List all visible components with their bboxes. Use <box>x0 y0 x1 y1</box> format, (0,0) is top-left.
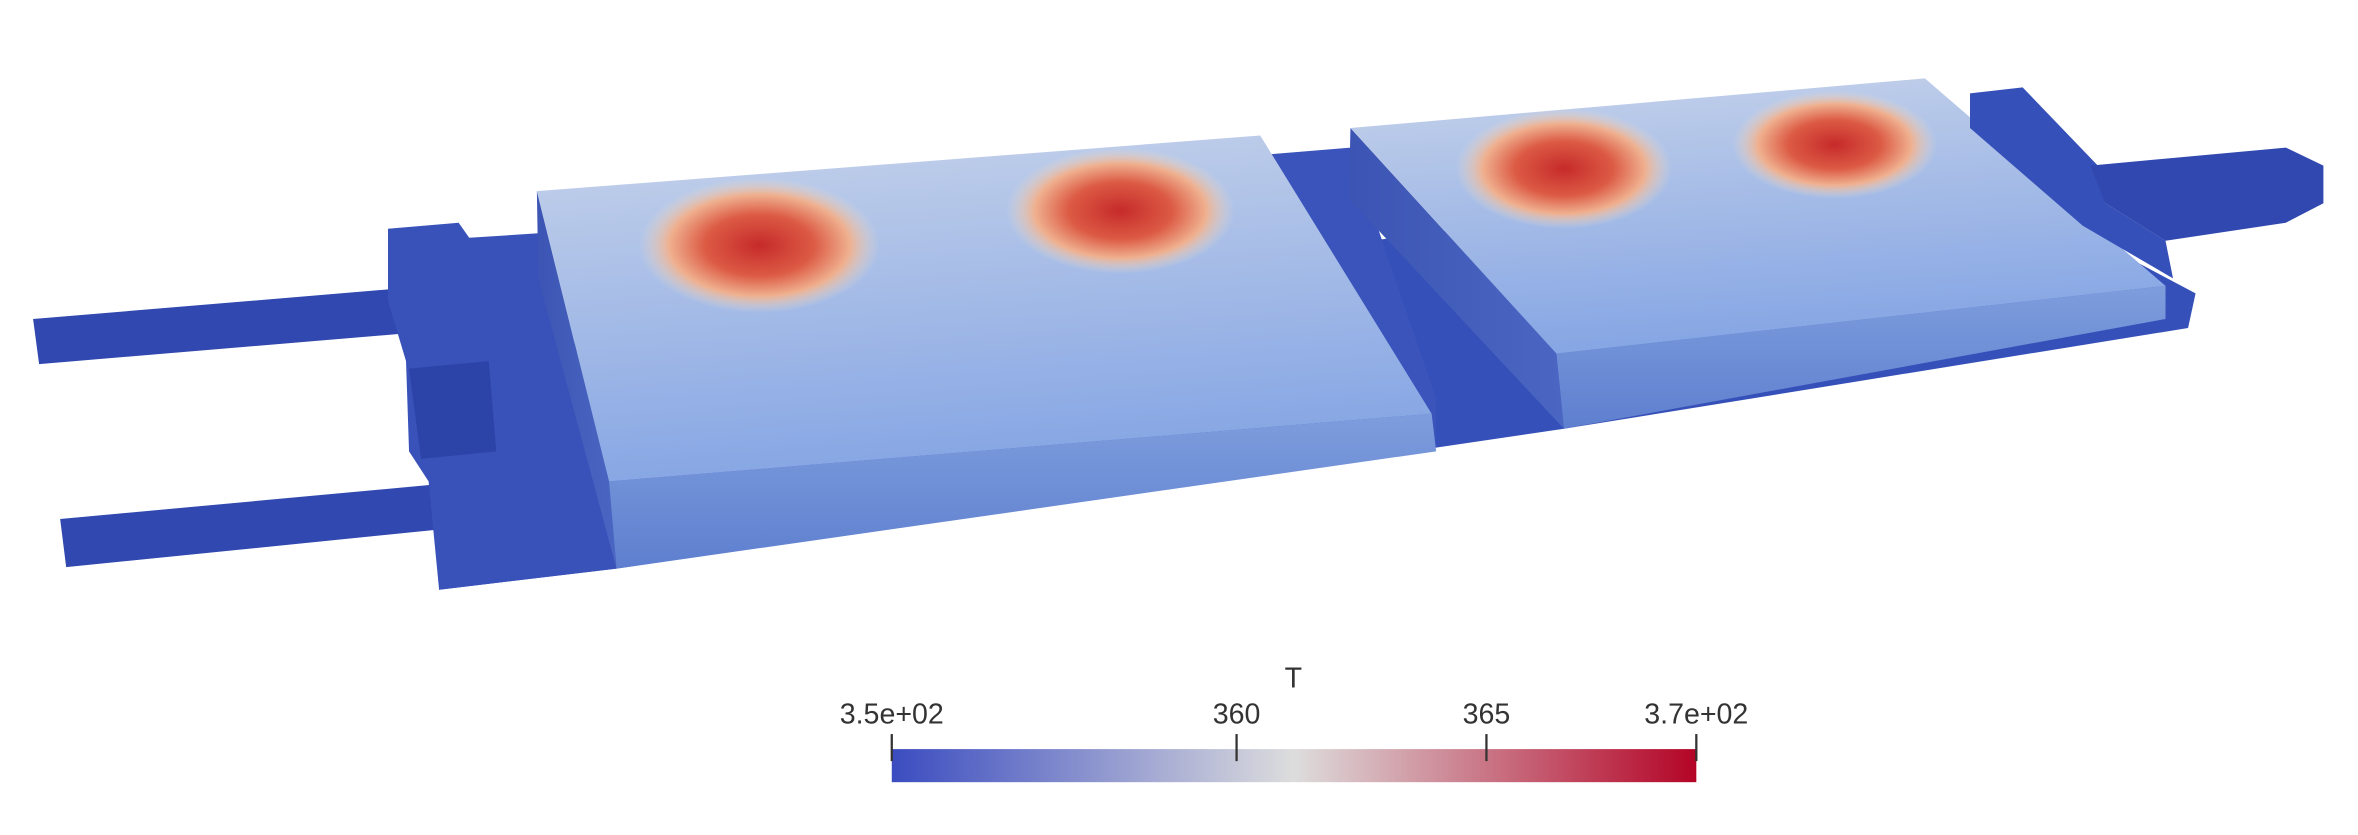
tick-label: 3.7e+02 <box>1644 699 1748 731</box>
manifold <box>387 222 617 590</box>
pipe <box>2090 147 2324 241</box>
tick-label: 3.5e+02 <box>840 699 944 731</box>
plate-front <box>1556 285 2166 429</box>
tick-label: 365 <box>1463 699 1511 731</box>
hot-spot <box>1455 108 1673 229</box>
manifold-face <box>409 361 497 459</box>
plate-side <box>536 191 617 569</box>
plate-front <box>609 413 1437 569</box>
hot-spot <box>639 177 880 313</box>
hot-spot <box>1006 147 1235 274</box>
pipe <box>33 288 399 365</box>
model <box>33 78 2324 590</box>
hot-spot <box>1732 90 1937 199</box>
plate-side <box>1348 128 1564 429</box>
color-bar-title: T <box>1285 662 1302 694</box>
manifold <box>1970 87 2174 279</box>
color-bar: T 3.5e+02 360 365 3.7e+02 <box>840 662 1748 783</box>
pipe <box>60 484 440 568</box>
color-bar-gradient <box>891 749 1697 783</box>
tick-label: 360 <box>1213 699 1261 731</box>
